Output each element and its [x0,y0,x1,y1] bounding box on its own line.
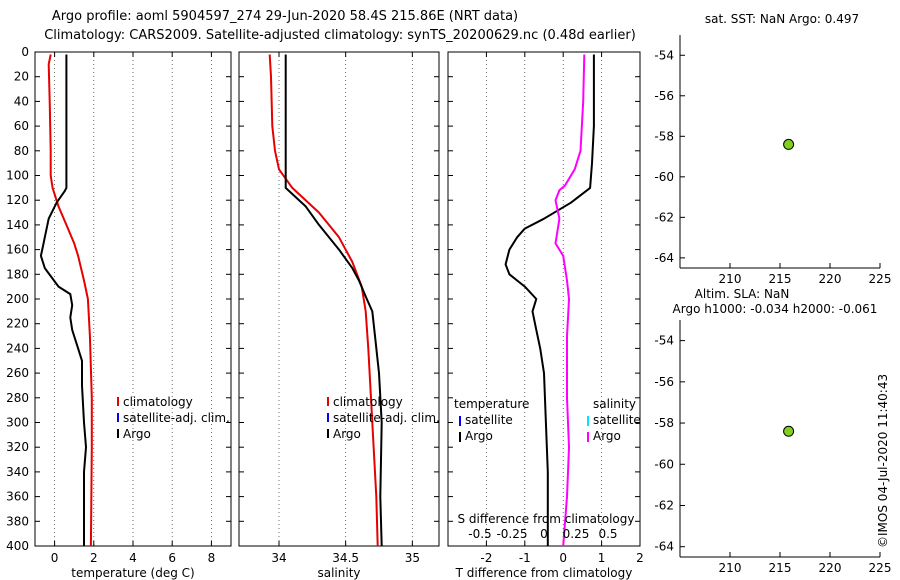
series-salinity-climatology [268,54,379,547]
map-y-tick-label: -54 [654,48,674,62]
depth-tick-label: 20 [14,70,29,84]
map-x-tick-label: 225 [869,561,892,575]
panel-temperature-frame [34,51,232,547]
legend-label: satellite-adj. clim. [123,411,230,425]
legend-label: Argo [333,427,361,441]
x-tick-label: 1 [598,551,606,565]
panel-difference-frame [447,51,641,547]
map-y-tick-label: -62 [654,498,674,512]
legend-header-temperature: temperature [454,397,529,411]
x-tick-label: 4 [129,551,137,565]
x-tick-label: 34 [271,551,286,565]
depth-tick-label: 220 [6,317,29,331]
title-line-1: Argo profile: aoml 5904597_274 29-Jun-20… [52,9,518,24]
map-y-tick-label: -56 [654,89,674,103]
legend-label: Argo [593,429,621,443]
depth-tick-label: 120 [6,193,29,207]
depth-tick-label: 320 [6,440,29,454]
series-salinity-argo [284,54,383,547]
map-x-tick-label: 210 [719,272,742,286]
salinity-tick-label: 0.5 [598,527,617,541]
map-y-tick-label: -60 [654,170,674,184]
legend-header-salinity: salinity [593,397,636,411]
series-difference-t-argo-climatology [504,54,595,546]
depth-tick-label: 400 [6,539,29,553]
legend-label: satellite [593,413,641,427]
depth-tick-label: 360 [6,490,29,504]
sla-title-1: Altim. SLA: NaN [695,287,790,301]
depth-tick-label: 200 [6,292,29,306]
map-y-tick-label: -64 [654,540,674,554]
salinity-tick-label: 0 [540,527,548,541]
title-line-2: Climatology: CARS2009. Satellite-adjuste… [44,28,636,43]
series-temperature-climatology [47,54,93,547]
legend-label: satellite [465,413,513,427]
x-tick-label: -1 [519,551,531,565]
depth-tick-label: 100 [6,169,29,183]
map-x-tick-label: 220 [819,272,842,286]
x-axis-label: temperature (deg C) [71,566,194,580]
x-tick-label: 6 [168,551,176,565]
panel-salinity-frame [238,51,440,547]
x-tick-label: 0 [51,551,59,565]
x-tick-label: 8 [208,551,216,565]
legend-label: Argo [465,429,493,443]
map-y-tick-label: -64 [654,251,674,265]
sla-title-2: Argo h1000: -0.034 h2000: -0.061 [673,302,878,316]
depth-tick-label: 80 [14,144,29,158]
map-x-tick-label: 215 [769,272,792,286]
x-tick-label: 35 [405,551,420,565]
depth-tick-label: 240 [6,341,29,355]
depth-tick-label: 160 [6,243,29,257]
argo-position-marker [783,138,795,150]
legend-label: climatology [333,395,403,409]
argo-position-marker [783,425,795,437]
depth-tick-label: 0 [21,45,29,59]
x-tick-label: 34.5 [332,551,359,565]
salinity-tick-label: 0.25 [563,527,590,541]
salinity-tick-label: -0.5 [468,527,491,541]
map-x-tick-label: 225 [869,272,892,286]
map-y-tick-label: -60 [654,457,674,471]
depth-tick-label: 380 [6,514,29,528]
depth-tick-label: 60 [14,119,29,133]
x-axis-label: salinity [317,566,360,580]
imos-watermark: ©IMOS 04-Jul-2020 11:40:43 [876,374,890,548]
x-tick-label: 0 [559,551,567,565]
map-y-tick-label: -58 [654,129,674,143]
map-x-tick-label: 220 [819,561,842,575]
depth-tick-label: 260 [6,366,29,380]
map-y-tick-label: -54 [654,334,674,348]
map-y-tick-label: -56 [654,375,674,389]
depth-tick-label: 180 [6,267,29,281]
depth-tick-label: 340 [6,465,29,479]
legend-label: satellite-adj. clim. [333,411,440,425]
salinity-axis-label: S difference from climatology [458,512,635,526]
depth-tick-label: 300 [6,416,29,430]
legend-label: Argo [123,427,151,441]
map-x-tick-label: 210 [719,561,742,575]
map-x-tick-label: 215 [769,561,792,575]
x-tick-label: -2 [480,551,492,565]
depth-tick-label: 40 [14,94,29,108]
depth-tick-label: 140 [6,218,29,232]
depth-tick-label: 280 [6,391,29,405]
sst-title: sat. SST: NaN Argo: 0.497 [705,12,859,26]
map-y-tick-label: -58 [654,416,674,430]
map-y-tick-label: -62 [654,210,674,224]
x-axis-label: T difference from climatology [455,566,633,580]
x-tick-label: 2 [90,551,98,565]
salinity-tick-label: -0.25 [496,527,527,541]
series-difference-s-argo-climatology [554,54,586,547]
series-temperature-argo [39,54,87,546]
legend-label: climatology [123,395,193,409]
x-tick-label: 2 [636,551,644,565]
